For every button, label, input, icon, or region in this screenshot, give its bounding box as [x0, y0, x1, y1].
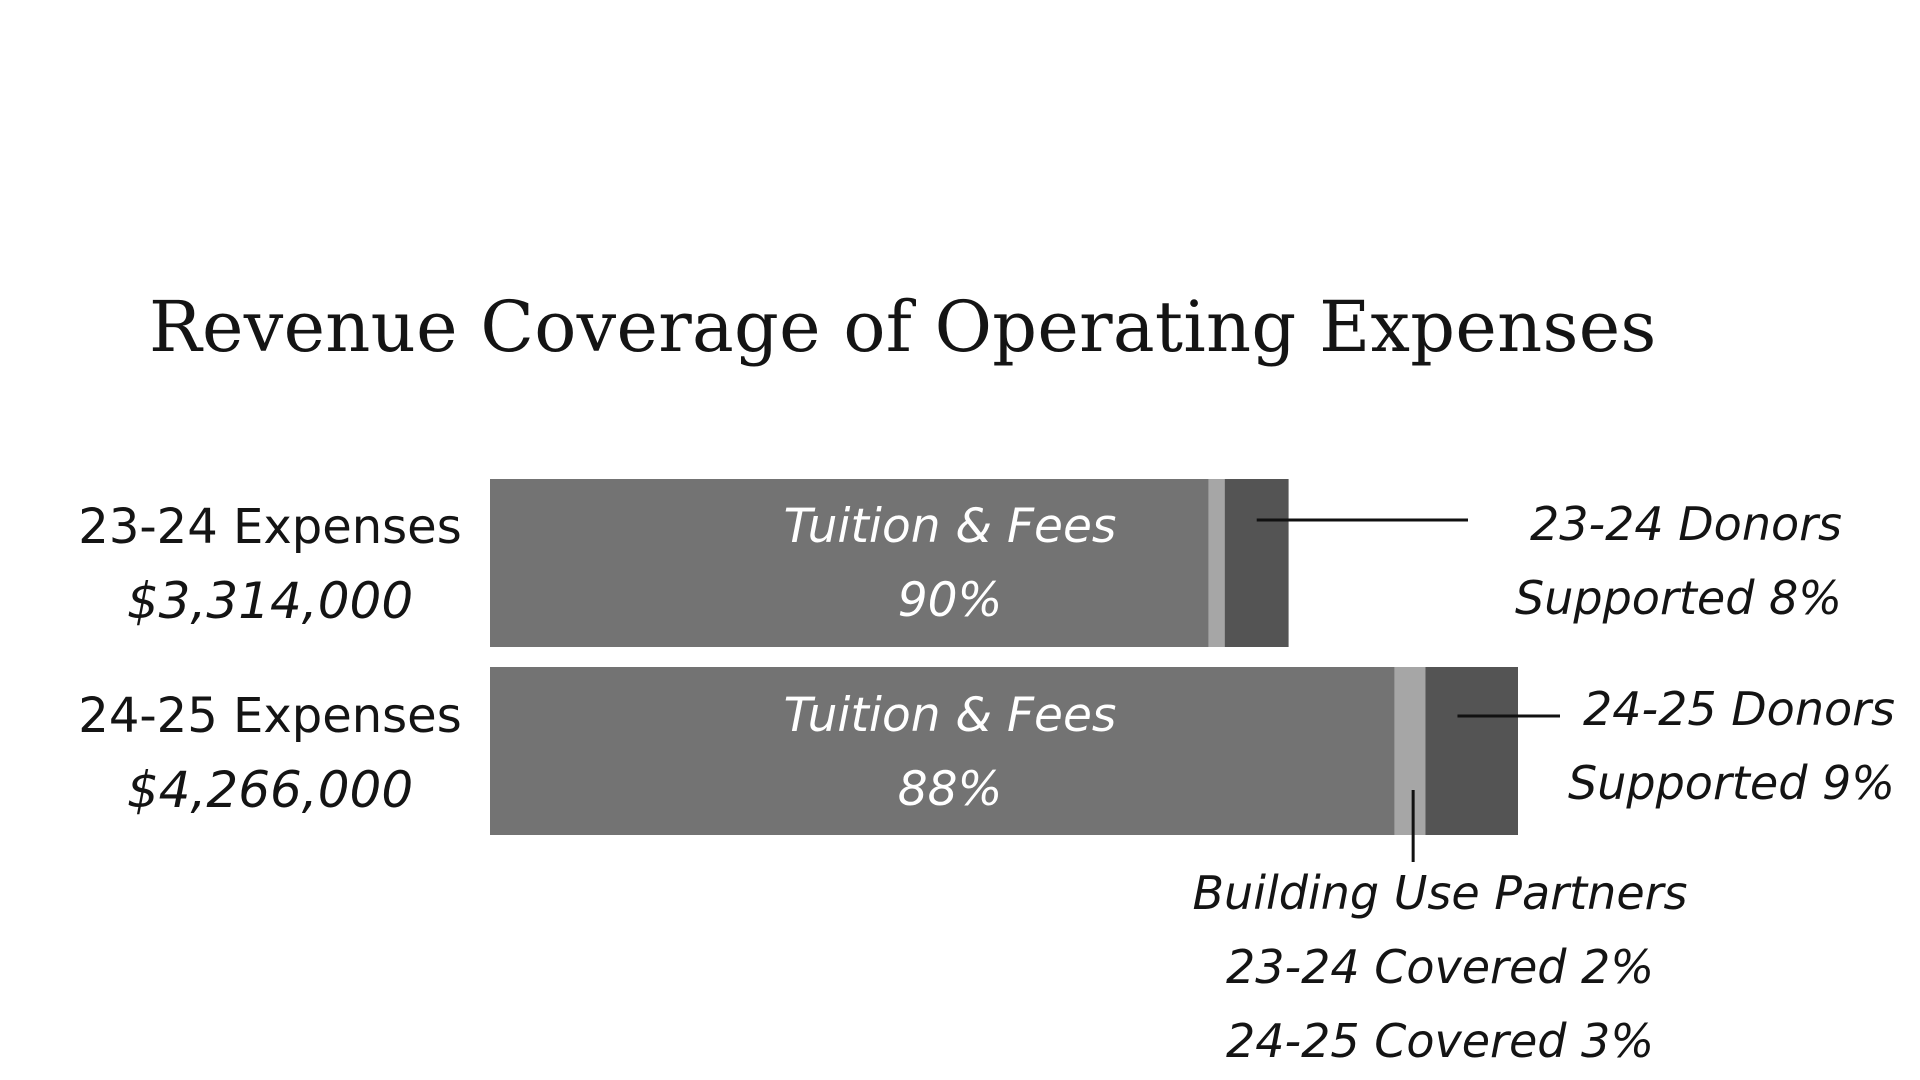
bar-tuition-2324	[490, 479, 1209, 647]
donors-callout-2324: 23-24 Donors Supported 8%	[1460, 487, 1842, 635]
bar-building-2425	[1394, 667, 1426, 835]
donors-callout-2425-line1: 24-25 Donors	[1582, 682, 1895, 736]
tuition-label-2425: Tuition & Fees 88%	[750, 679, 1150, 827]
row-amount-2324: $3,314,000	[126, 572, 414, 630]
tuition-label-2324: Tuition & Fees 90%	[750, 490, 1150, 638]
building-callout-line1: Building Use Partners	[1192, 866, 1688, 920]
bar-tuition-2425	[490, 667, 1395, 835]
donors-callout-2425-line2: Supported 9%	[1568, 756, 1895, 810]
bar-donors-2324	[1224, 479, 1289, 647]
tuition-value-2324: 90%	[897, 573, 1003, 628]
row-name-2324: 23-24 Expenses	[78, 499, 462, 555]
building-callout: Building Use Partners 23-24 Covered 2% 2…	[1150, 856, 1730, 1078]
chart-title: Revenue Coverage of Operating Expenses	[149, 286, 1657, 368]
bar-donors-2425	[1425, 667, 1518, 835]
building-callout-line2: 23-24 Covered 2%	[1225, 940, 1655, 994]
row-amount-2425: $4,266,000	[126, 761, 414, 819]
building-callout-line3: 24-25 Covered 3%	[1225, 1014, 1655, 1068]
tuition-value-2425: 88%	[897, 762, 1003, 817]
donors-callout-2324-line1: 23-24 Donors	[1529, 497, 1842, 551]
bar-building-2324	[1208, 479, 1225, 647]
row-label-2425: 24-25 Expenses $4,266,000	[50, 679, 490, 827]
tuition-series-name-2425: Tuition & Fees	[783, 688, 1117, 743]
tuition-series-name-2324: Tuition & Fees	[783, 499, 1117, 554]
row-name-2425: 24-25 Expenses	[78, 688, 462, 744]
donors-callout-2324-line2: Supported 8%	[1515, 571, 1842, 625]
donors-callout-2425: 24-25 Donors Supported 9%	[1500, 672, 1895, 820]
row-label-2324: 23-24 Expenses $3,314,000	[50, 490, 490, 638]
